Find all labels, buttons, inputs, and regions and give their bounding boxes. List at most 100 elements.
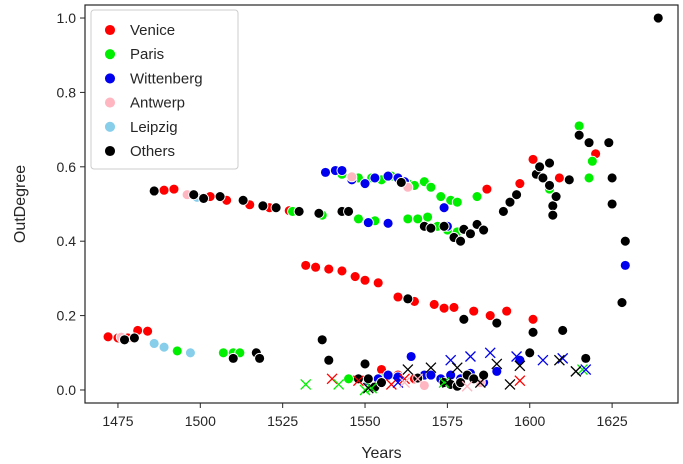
legend-label-antwerp: Antwerp [130,95,185,112]
data-point-wittenberg [362,217,374,229]
data-point-others [550,191,562,203]
data-point-others [544,179,555,191]
data-point-wittenberg [359,178,371,189]
data-point-others [465,228,476,240]
data-point-wittenberg [369,172,381,184]
data-point-wittenberg [425,369,437,381]
data-point-others [362,373,374,385]
y-axis-label: OutDegree [12,165,29,243]
x-tick-label: 1575 [432,413,463,429]
data-point-venice [142,325,154,337]
data-point-paris [402,213,414,225]
data-point-wittenberg [382,170,394,182]
data-point-others [619,235,631,247]
x-marker [359,384,371,396]
data-point-others [395,176,407,188]
data-point-venice [484,310,496,322]
data-point-venice [158,184,170,196]
data-point-leipzig [184,347,196,359]
data-point-leipzig [148,338,160,349]
x-marker [362,382,374,394]
x-axis: 1475 1500 1525 1550 1575 1600 1625 [102,403,628,429]
data-point-paris [422,211,434,223]
data-point-paris [425,181,437,193]
data-point-others [557,325,569,336]
data-point-venice [481,183,493,195]
y-tick-label: 0.2 [57,308,77,324]
x-marker [474,377,486,389]
data-point-others [534,161,546,173]
data-point-others [547,209,559,221]
data-point-paris [343,373,355,385]
data-point-venice [300,259,312,271]
data-point-venice [527,153,539,165]
x-marker [464,351,476,362]
data-points [102,12,664,393]
data-point-paris [451,196,463,208]
data-point-others [270,202,282,214]
y-tick-label: 0.8 [57,84,77,100]
legend-label-leipzig: Leipzig [130,119,178,136]
x-marker [352,375,364,387]
x-marker [461,380,473,392]
x-tick-label: 1600 [514,413,545,429]
x-marker [484,347,496,359]
x-tick-label: 1475 [102,413,133,429]
x-marker [577,364,588,375]
legend-label-others: Others [130,143,175,160]
data-point-leipzig [158,341,170,353]
data-point-venice [336,265,348,277]
data-point-wittenberg [382,217,394,229]
x-marker [514,375,526,387]
data-point-venice [527,313,539,325]
data-point-others [227,352,239,364]
x-marker [570,365,582,377]
data-point-wittenberg [405,351,417,362]
data-point-wittenberg [491,365,503,377]
data-point-others [652,12,664,24]
data-point-others [352,373,364,385]
data-point-others [359,358,371,370]
data-point-venice [468,305,480,317]
x-marker [504,378,516,390]
data-point-others [583,137,595,149]
legend-marker-antwerp [104,96,116,109]
data-point-venice [323,263,335,275]
x-marker [580,364,592,375]
data-point-others [455,235,467,247]
data-point-others [119,334,130,346]
data-point-venice [372,277,384,289]
data-point-wittenberg [336,165,348,176]
y-tick-label: 0.6 [57,159,77,175]
x-marker [385,378,397,390]
data-point-venice [349,271,361,282]
data-point-venice [501,305,513,317]
x-marker [511,351,523,362]
legend-marker-wittenberg [104,72,116,85]
data-point-others [198,192,210,204]
data-point-others [316,334,328,346]
legend-marker-venice [104,24,116,36]
data-point-venice [102,331,114,343]
y-axis: 0.0 0.2 0.4 0.6 0.8 1.0 [57,10,85,398]
data-point-others [573,129,585,141]
data-point-others [402,293,414,305]
x-marker [438,377,450,389]
data-point-venice [448,301,460,313]
x-marker [399,377,411,389]
legend-label-wittenberg: Wittenberg [130,70,203,87]
data-point-others [504,196,516,208]
data-point-others [563,174,575,186]
x-tick-label: 1500 [185,413,216,429]
data-point-others [438,220,450,232]
data-point-others [257,200,269,212]
data-point-others [606,198,618,210]
data-point-others [527,326,539,338]
data-point-others [511,189,523,201]
data-point-others [254,352,266,364]
data-point-paris [171,345,183,357]
x-marker [366,382,378,394]
data-point-others [128,332,140,344]
data-point-others [313,207,325,219]
x-marker [425,362,437,374]
